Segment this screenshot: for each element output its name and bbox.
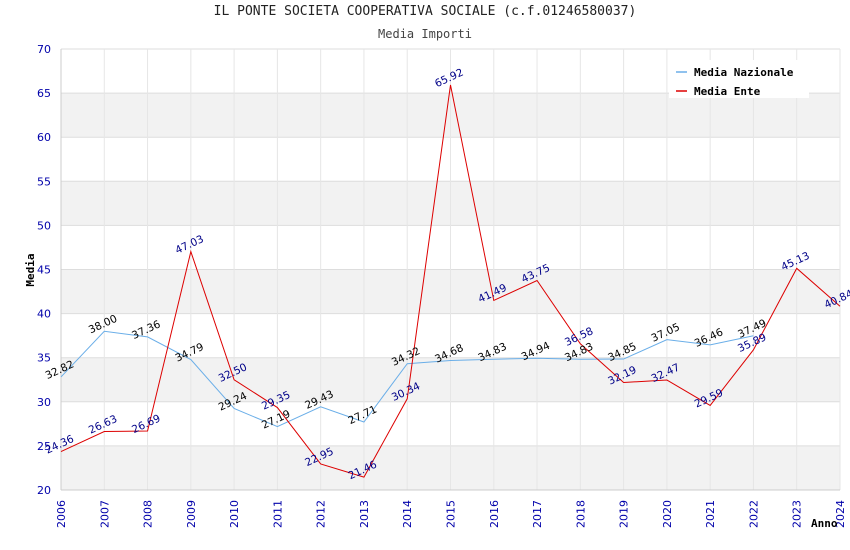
x-tick-label: 2022	[747, 500, 760, 528]
x-tick-label: 2007	[98, 500, 111, 528]
legend-box	[669, 60, 809, 98]
legend-label: Media Nazionale	[694, 66, 794, 79]
y-tick-label: 65	[37, 87, 51, 100]
x-tick-label: 2010	[228, 500, 241, 528]
x-tick-label: 2008	[142, 500, 155, 528]
y-axis-title: Media	[24, 253, 37, 286]
y-tick-label: 25	[37, 440, 51, 453]
x-tick-label: 2024	[834, 500, 847, 528]
x-tick-label: 2013	[358, 500, 371, 528]
y-tick-label: 70	[37, 43, 51, 56]
y-tick-label: 40	[37, 308, 51, 321]
x-tick-label: 2016	[488, 500, 501, 528]
chart-subtitle: Media Importi	[378, 27, 472, 41]
x-tick-label: 2006	[55, 500, 68, 528]
x-tick-label: 2011	[271, 500, 284, 528]
y-tick-label: 55	[37, 175, 51, 188]
series-line-media-nazionale	[60, 330, 754, 428]
x-tick-label: 2019	[618, 500, 631, 528]
x-tick-label: 2021	[704, 500, 717, 528]
x-tick-label: 2020	[661, 500, 674, 528]
y-tick-label: 50	[37, 219, 51, 232]
x-tick-label: 2023	[791, 500, 804, 528]
x-tick-label: 2017	[531, 500, 544, 528]
y-tick-label: 35	[37, 352, 51, 365]
x-tick-label: 2018	[574, 500, 587, 528]
x-axis-title: Anno	[811, 517, 838, 530]
y-tick-label: 20	[37, 484, 51, 497]
x-tick-label: 2014	[401, 500, 414, 528]
x-tick-label: 2012	[315, 500, 328, 528]
y-tick-label: 45	[37, 264, 51, 277]
chart-title: IL PONTE SOCIETA COOPERATIVA SOCIALE (c.…	[213, 4, 637, 19]
x-tick-label: 2015	[445, 500, 458, 528]
x-tick-label: 2009	[185, 500, 198, 528]
y-tick-label: 30	[37, 396, 51, 409]
legend: Media Nazionale Media Ente	[669, 60, 809, 98]
legend-label: Media Ente	[694, 85, 761, 98]
series-line-media-ente	[60, 84, 841, 478]
y-tick-label: 60	[37, 131, 51, 144]
